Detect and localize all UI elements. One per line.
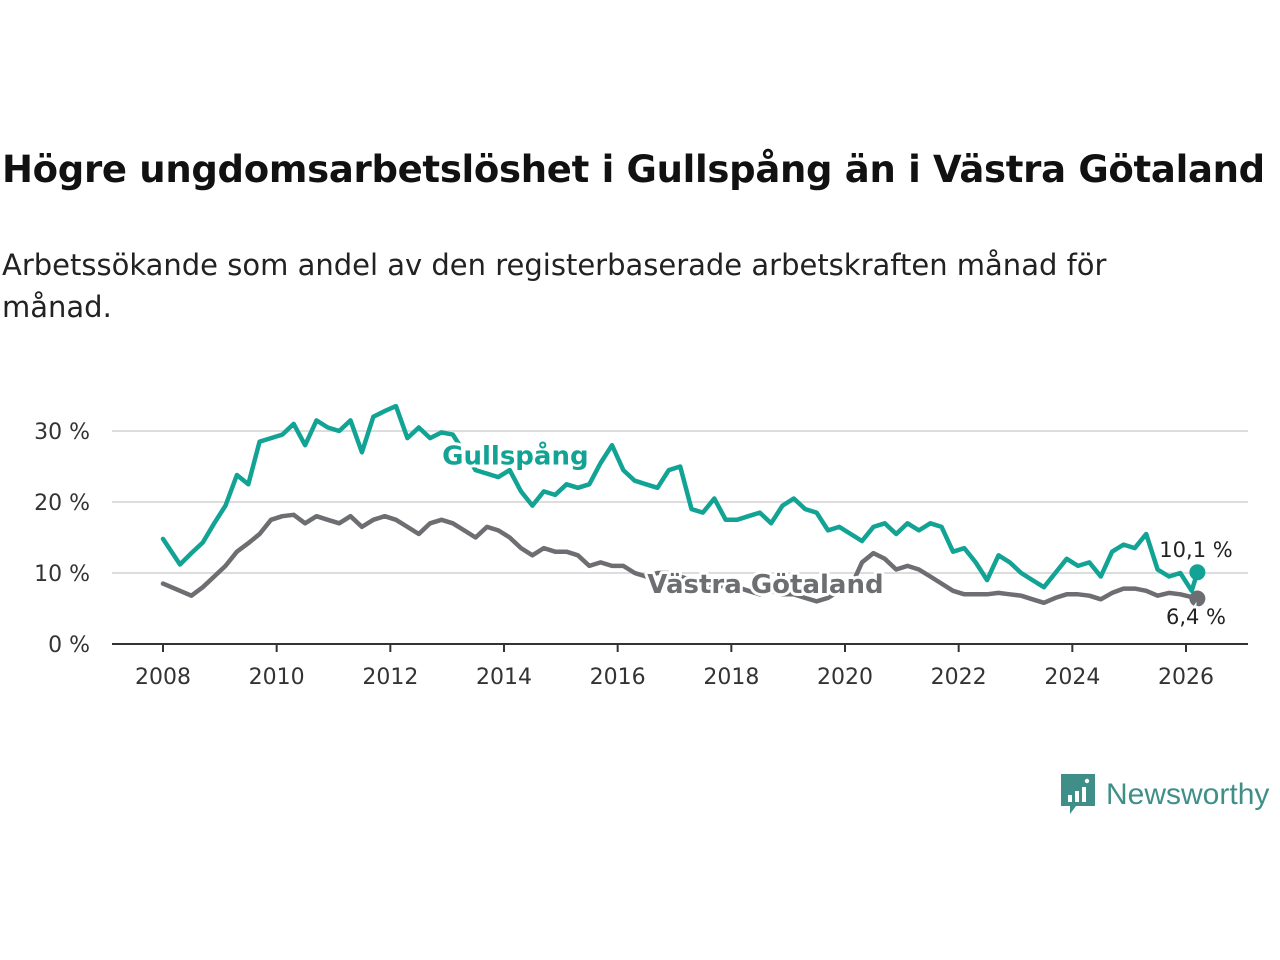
y-tick-label: 0 % xyxy=(48,633,90,658)
x-tick-label: 2014 xyxy=(476,665,532,690)
newsworthy-logo-icon xyxy=(1061,774,1095,814)
series-label-vastra-gotaland: Västra Götaland xyxy=(647,570,883,600)
end-marker-vastra-gotaland xyxy=(1189,590,1206,607)
series-line-gullspang xyxy=(160,403,1200,594)
x-tick-label: 2020 xyxy=(817,665,873,690)
end-value-label-vastra-gotaland: 6,4 % xyxy=(1166,605,1226,629)
chart-title: Högre ungdomsarbetslöshet i Gullspång än… xyxy=(2,148,1265,191)
x-tick-label: 2012 xyxy=(362,665,418,690)
y-tick-label: 20 % xyxy=(34,491,90,516)
newsworthy-logo-text: Newsworthy xyxy=(1106,778,1270,811)
x-tick-label: 2024 xyxy=(1044,665,1100,690)
y-tick-label: 30 % xyxy=(34,420,90,445)
series-line-vastra-gotaland xyxy=(160,512,1200,606)
y-axis-ticks: 0 % 10 % 20 % 30 % xyxy=(34,420,90,658)
x-tick-label: 2016 xyxy=(590,665,646,690)
x-tick-label: 2018 xyxy=(703,665,759,690)
x-axis-ticks: 2008 2010 2012 2014 2016 2018 2020 2022 2024 2026 xyxy=(135,644,1214,690)
series-lines xyxy=(160,403,1206,607)
chart-subtitle: Arbetssökande som andel av den registerb… xyxy=(2,248,1107,324)
end-value-label-gullspang: 10,1 % xyxy=(1159,538,1232,562)
gridlines xyxy=(112,430,1248,574)
y-tick-label: 10 % xyxy=(34,562,90,587)
x-tick-label: 2010 xyxy=(249,665,305,690)
end-marker-gullspang xyxy=(1189,564,1206,581)
x-tick-label: 2008 xyxy=(135,665,191,690)
newsworthy-logo: Newsworthy xyxy=(1058,772,1269,818)
series-labels: Gullspång Västra Götaland 10,1 % 6,4 % xyxy=(439,436,1235,631)
x-tick-label: 2022 xyxy=(931,665,987,690)
series-label-gullspang: Gullspång xyxy=(442,439,588,471)
x-tick-label: 2026 xyxy=(1158,665,1214,690)
